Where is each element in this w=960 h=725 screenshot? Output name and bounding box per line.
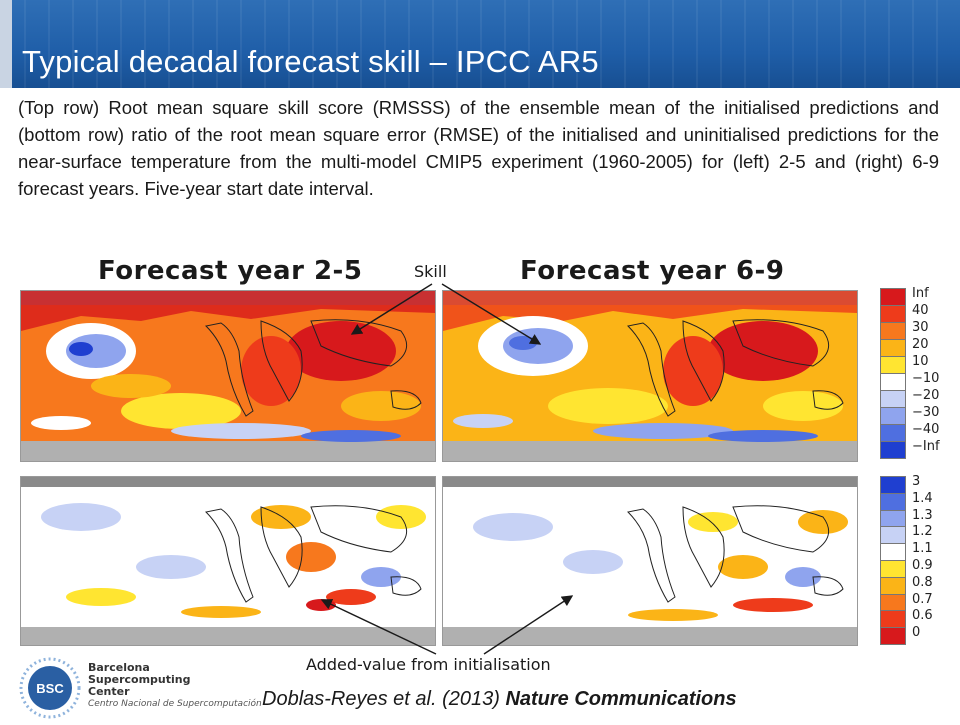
org-line-2: Supercomputing <box>88 673 191 686</box>
colorbar-skill-label: 10 <box>912 354 929 369</box>
colorbar-skill-label: 40 <box>912 303 929 318</box>
header-accent-bar <box>0 0 12 88</box>
org-line-3: Center <box>88 685 130 698</box>
arrow-skill-right <box>441 283 542 345</box>
colorbar-rmse-ratio-label: 0 <box>912 625 921 641</box>
colorbar-skill-label: −30 <box>912 405 940 420</box>
header-texture <box>0 0 960 88</box>
colorbar-rmse-ratio-label: 1.1 <box>912 541 933 557</box>
colorbar-rmse-ratio-label: 3 <box>912 474 921 489</box>
colorbar-rmse-ratio-label: 0.9 <box>912 558 933 573</box>
annotation-added-value: Added-value from initialisation <box>306 655 551 674</box>
colorbar-skill-label: 30 <box>912 320 929 335</box>
colorbar-rmse-ratio-swatch <box>880 627 906 645</box>
slide-header <box>0 0 960 88</box>
map-rmse-ratio-years-2-5 <box>20 476 436 646</box>
arrow-added-value-right <box>483 595 574 655</box>
colorbar-skill-swatch <box>880 441 906 459</box>
colorbar-skill-label: −20 <box>912 388 940 403</box>
slide-description: (Top row) Root mean square skill score (… <box>18 97 939 199</box>
colorbar-rmse-ratio-label: 0.6 <box>912 608 933 624</box>
map-rmse-ratio-years-6-9 <box>442 476 858 646</box>
colorbar-rmse-ratio-label: 1.4 <box>912 490 933 506</box>
arrow-added-value-left <box>320 599 437 655</box>
logo-text: BSC <box>36 681 64 696</box>
colorbar-skill-label: Inf <box>912 286 929 301</box>
colorbar-skill: Inf 40 30 20 10 −10 −20 −30 −40 −Inf <box>880 286 956 459</box>
org-name: Barcelona Supercomputing Center Centro N… <box>88 662 262 710</box>
colorbar-skill-label: 20 <box>912 337 929 352</box>
bsc-logo: BSC <box>18 656 82 720</box>
citation-journal: Nature Communications <box>505 688 737 710</box>
map-skill-years-6-9 <box>442 290 858 462</box>
colorbar-rmse-ratio-label: 0.7 <box>912 591 933 607</box>
citation: Doblas-Reyes et al. (2013) Nature Commun… <box>262 688 737 711</box>
annotation-skill: Skill <box>414 262 447 281</box>
colorbar-skill-label: −40 <box>912 422 940 437</box>
org-line-1: Barcelona <box>88 661 150 674</box>
colorbar-skill-label: −Inf <box>912 439 940 454</box>
citation-authors: Doblas-Reyes et al. (2013) <box>262 688 500 710</box>
colorbar-skill-label: −10 <box>912 371 940 386</box>
org-line-4: Centro Nacional de Supercomputación <box>88 699 262 709</box>
colorbar-rmse-ratio-label: 1.2 <box>912 524 933 540</box>
map-title-right: Forecast year 6-9 <box>520 256 785 286</box>
map-title-left: Forecast year 2-5 <box>98 256 363 286</box>
map-skill-years-2-5 <box>20 290 436 462</box>
colorbar-rmse-ratio-label: 0.8 <box>912 574 933 590</box>
colorbar-rmse-ratio-label: 1.3 <box>912 507 933 523</box>
arrow-skill-left <box>350 283 433 335</box>
colorbar-rmse-ratio: 3 1.4 1.3 1.2 1.1 0.9 0.8 0.7 0.6 0 <box>880 474 956 645</box>
slide-title: Typical decadal forecast skill – IPCC AR… <box>22 44 599 79</box>
